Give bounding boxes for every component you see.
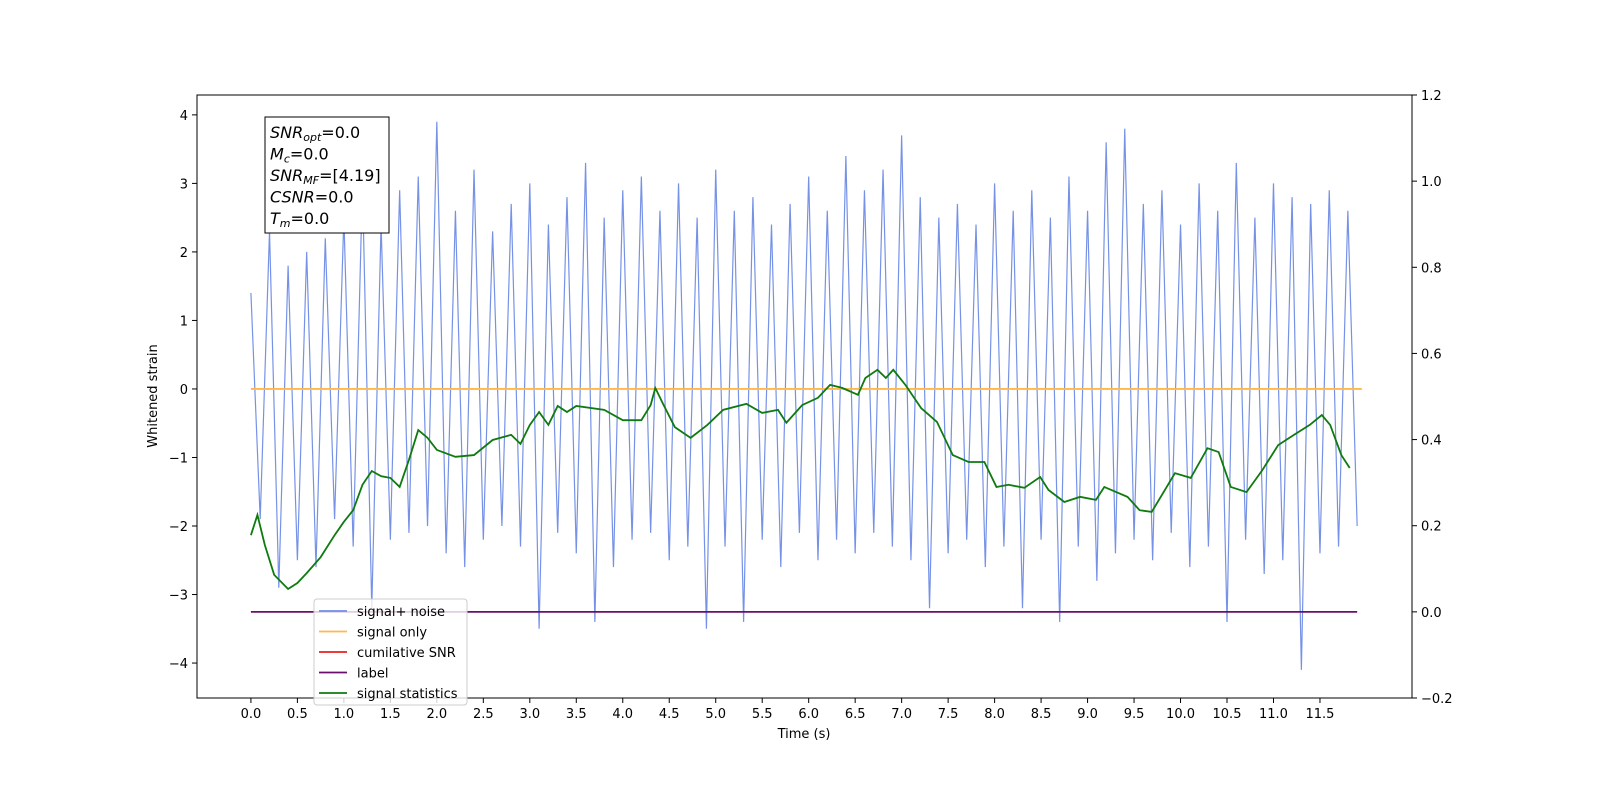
y-tick-label: 4 [180,109,188,124]
annotation-sub: MF [303,174,319,187]
legend-label: signal+ noise [357,605,445,620]
annotation-line: Tm=0.0 [270,209,329,230]
y-tick-label: −4 [169,657,188,672]
annotation-text: =0.0 [321,123,360,142]
annotation-line: SNRMF=[4.19] [270,166,381,187]
y2-tick-label: 0.2 [1421,520,1442,535]
y2-tick-label: 0.8 [1421,261,1442,276]
annotation-line: Mc=0.0 [270,145,329,166]
annotation-name: CSNR [270,188,315,207]
y2-tick-label: 0.0 [1421,606,1442,621]
y-tick-label: 1 [180,314,188,329]
y2-tick-label: 1.2 [1421,89,1442,104]
x-tick-label: 1.5 [380,707,401,722]
annotation-name: SNR [270,166,303,185]
annotation-text: =[4.19] [319,166,381,185]
y2-tick-label: −0.2 [1421,692,1453,707]
annotation-name: T [270,209,281,228]
x-axis-label: Time (s) [777,727,831,742]
annotation-name: M [270,145,284,164]
y-tick-label: 2 [180,246,188,261]
x-tick-label: 0.0 [241,707,262,722]
x-tick-label: 9.0 [1077,707,1098,722]
x-tick-label: 1.0 [334,707,355,722]
x-tick-label: 2.0 [426,707,447,722]
x-tick-label: 11.5 [1305,707,1334,722]
x-tick-label: 8.0 [984,707,1005,722]
y2-tick-label: 1.0 [1421,175,1442,190]
legend-box [313,598,468,706]
y-tick-label: −3 [169,589,188,604]
annotation-text: =0.0 [291,209,330,228]
x-tick-label: 10.5 [1213,707,1242,722]
legend-label: cumilative SNR [357,646,456,661]
y2-tick-label: 0.6 [1421,347,1442,362]
x-tick-label: 5.5 [752,707,773,722]
x-tick-label: 2.5 [473,707,494,722]
annotation-sub: c [284,153,290,166]
legend-label: signal statistics [357,687,458,702]
y-tick-label: −1 [169,451,188,466]
legend-label: label [357,667,388,682]
legend-label: signal only [357,626,427,641]
x-tick-label: 6.0 [798,707,819,722]
annotation-line: SNRopt=0.0 [270,123,360,144]
x-tick-label: 4.0 [612,707,633,722]
annotation-box [264,116,390,234]
x-tick-label: 10.0 [1166,707,1195,722]
y-axis-label: Whitened strain [146,344,161,447]
annotation-text: =0.0 [315,188,354,207]
x-tick-label: 3.5 [566,707,587,722]
series-line [250,368,1351,591]
plot-frame [196,94,1413,699]
x-tick-label: 6.5 [845,707,866,722]
annotation-sub: m [280,217,291,230]
x-tick-label: 5.0 [705,707,726,722]
annotation-line: CSNR=0.0 [270,188,354,207]
y2-tick-label: 0.4 [1421,434,1442,449]
x-tick-label: 0.5 [287,707,308,722]
x-tick-label: 8.5 [1031,707,1052,722]
x-tick-label: 7.5 [938,707,959,722]
y-tick-label: 0 [180,383,188,398]
x-tick-label: 4.5 [659,707,680,722]
y-tick-label: −2 [169,520,188,535]
series-line [250,121,1358,670]
annotation-sub: opt [303,131,322,144]
x-tick-label: 7.0 [891,707,912,722]
annotation-text: =0.0 [290,145,329,164]
x-tick-label: 3.0 [519,707,540,722]
x-tick-label: 9.5 [1124,707,1145,722]
x-tick-label: 11.0 [1259,707,1288,722]
annotation-name: SNR [270,123,303,142]
y-tick-label: 3 [180,177,188,192]
